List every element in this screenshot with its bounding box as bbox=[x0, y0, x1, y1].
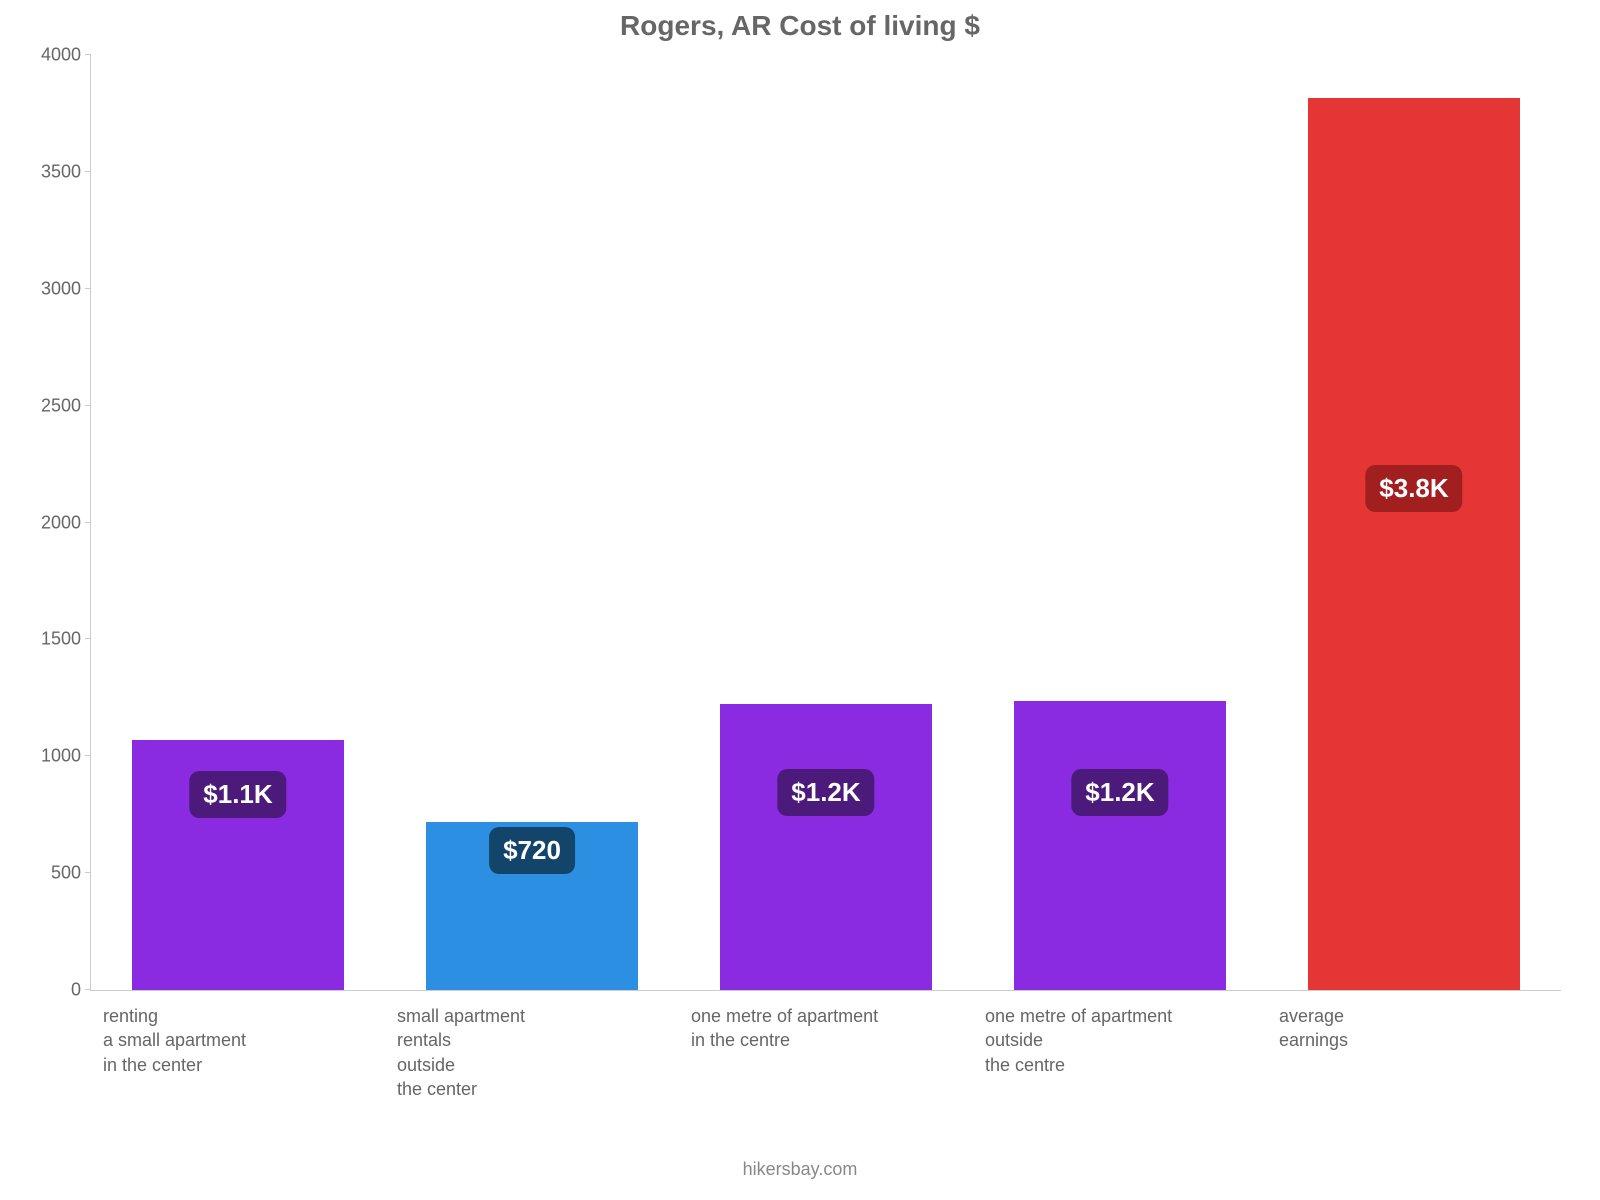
y-tick-label: 2500 bbox=[41, 395, 91, 416]
bar: $1.2K bbox=[1014, 701, 1226, 990]
bar-value-label: $1.1K bbox=[189, 771, 286, 818]
y-tick-mark bbox=[85, 171, 91, 172]
y-tick-label: 3000 bbox=[41, 278, 91, 299]
x-category-label: one metre of apartment in the centre bbox=[691, 990, 973, 1053]
x-category-label: average earnings bbox=[1279, 990, 1561, 1053]
y-tick-mark bbox=[85, 989, 91, 990]
bar-value-label: $3.8K bbox=[1365, 465, 1462, 512]
y-tick-label: 0 bbox=[71, 980, 91, 1001]
y-tick-label: 500 bbox=[51, 863, 91, 884]
x-category-label: renting a small apartment in the center bbox=[103, 990, 385, 1077]
x-category-label: small apartment rentals outside the cent… bbox=[397, 990, 679, 1101]
y-tick-label: 3500 bbox=[41, 161, 91, 182]
x-category-label: one metre of apartment outside the centr… bbox=[985, 990, 1267, 1077]
cost-of-living-chart: Rogers, AR Cost of living $ 050010001500… bbox=[0, 0, 1600, 1200]
bar: $3.8K bbox=[1308, 98, 1520, 990]
bar: $1.1K bbox=[132, 740, 344, 990]
bar-value-label: $1.2K bbox=[777, 769, 874, 816]
y-tick-mark bbox=[85, 288, 91, 289]
y-tick-mark bbox=[85, 755, 91, 756]
bar-value-label: $1.2K bbox=[1071, 769, 1168, 816]
y-tick-label: 4000 bbox=[41, 45, 91, 66]
y-tick-label: 2000 bbox=[41, 512, 91, 533]
y-tick-mark bbox=[85, 54, 91, 55]
bar-value-label: $720 bbox=[489, 827, 575, 874]
y-tick-label: 1500 bbox=[41, 629, 91, 650]
y-tick-mark bbox=[85, 522, 91, 523]
y-tick-mark bbox=[85, 872, 91, 873]
y-tick-mark bbox=[85, 638, 91, 639]
plot-area: 05001000150020002500300035004000$1.1Kren… bbox=[90, 55, 1561, 991]
chart-title: Rogers, AR Cost of living $ bbox=[0, 10, 1600, 42]
chart-footer: hikersbay.com bbox=[0, 1159, 1600, 1180]
bar: $720 bbox=[426, 822, 638, 990]
y-tick-label: 1000 bbox=[41, 746, 91, 767]
bar: $1.2K bbox=[720, 704, 932, 990]
y-tick-mark bbox=[85, 405, 91, 406]
